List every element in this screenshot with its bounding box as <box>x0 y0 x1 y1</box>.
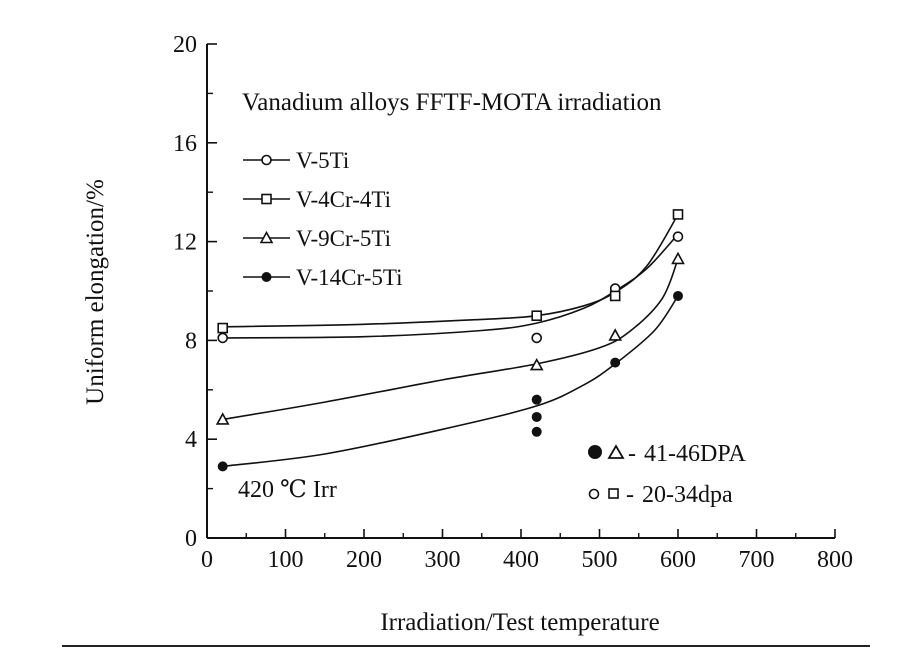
bottom-rule <box>62 645 870 647</box>
legend-label: V-5Ti <box>296 148 349 173</box>
chart-title: Vanadium alloys FFTF-MOTA irradiation <box>242 89 662 116</box>
data-point-v-9cr-5ti <box>608 328 623 341</box>
y-axis-title: Uniform elongation/% <box>82 179 109 405</box>
legend-label: V-9Cr-5Ti <box>296 226 391 251</box>
x-axis-ticks: 0 100 200 300 400 500 600 700 800 <box>201 529 853 573</box>
dose-key-open-dash: - <box>626 482 634 508</box>
legend-label: V-14Cr-5Ti <box>296 265 403 290</box>
open-square-key-marker <box>608 488 619 499</box>
data-point-v-14cr-5ti <box>610 357 621 368</box>
open-circle-key-marker <box>588 488 600 500</box>
dose-key-filled: - 41-46DPA <box>588 441 746 467</box>
x-tick-label: 500 <box>582 547 618 573</box>
y-tick-label: 16 <box>173 131 197 157</box>
condition-annotation: 420 ℃ Irr <box>238 477 337 503</box>
fit-curve-v-9cr-5ti <box>222 258 679 421</box>
fit-curve-v-5ti <box>222 233 679 339</box>
triangle-key-marker <box>607 444 625 459</box>
x-tick-label: 0 <box>201 547 213 573</box>
data-points <box>215 209 685 472</box>
legend-entry-v-14cr-5ti: V-14Cr-5Ti <box>243 265 403 290</box>
data-point-v-9cr-5ti <box>215 412 230 425</box>
dose-key-open: - 20-34dpa <box>588 482 733 508</box>
data-point-v-9cr-5ti <box>671 251 685 265</box>
dose-key-filled-dash: - <box>628 441 636 467</box>
y-tick-label: 0 <box>185 526 197 552</box>
y-tick-label: 8 <box>185 328 197 354</box>
legend-entry-v-4cr-4ti: V-4Cr-4Ti <box>243 187 391 212</box>
fit-curves <box>222 213 679 468</box>
data-point-v-4cr-4ti <box>672 209 684 220</box>
x-axis-title: Irradiation/Test temperature <box>380 609 659 636</box>
x-tick-label: 600 <box>660 547 696 573</box>
legend-entry-v-9cr-5ti: V-9Cr-5Ti <box>243 226 391 251</box>
x-tick-label: 800 <box>817 547 853 573</box>
fit-curve-v-14cr-5ti <box>222 295 679 468</box>
legend-entry-v-5ti: V-5Ti <box>243 148 349 173</box>
x-tick-label: 400 <box>503 547 539 573</box>
data-point-v-4cr-4ti <box>531 310 543 322</box>
data-point-v-5ti <box>531 332 543 344</box>
data-point-v-14cr-5ti <box>531 411 542 422</box>
legend: V-5Ti V-4Cr-4Ti V-9Cr-5Ti V-14Cr-5Ti <box>243 148 403 290</box>
dose-key-filled-label: 41-46DPA <box>644 441 746 467</box>
data-point-v-4cr-4ti <box>217 322 228 334</box>
data-point-v-14cr-5ti <box>217 461 228 472</box>
legend-marker <box>259 230 274 244</box>
data-point-v-5ti <box>217 332 228 344</box>
data-point-v-4cr-4ti <box>609 290 621 302</box>
dose-key-open-label: 20-34dpa <box>642 482 733 508</box>
x-tick-label: 700 <box>739 547 775 573</box>
data-point-v-14cr-5ti <box>673 290 683 301</box>
x-tick-label: 200 <box>346 547 382 573</box>
legend-marker <box>261 154 272 166</box>
y-axis-ticks: 0 4 8 12 16 20 <box>173 32 217 552</box>
x-tick-label: 100 <box>268 547 304 573</box>
data-point-v-5ti <box>672 231 684 242</box>
y-tick-label: 4 <box>185 427 197 453</box>
legend-marker <box>261 272 272 282</box>
data-point-v-9cr-5ti <box>529 357 544 371</box>
legend-label: V-4Cr-4Ti <box>296 187 391 212</box>
filled-circle-key-marker <box>588 445 602 459</box>
y-tick-label: 12 <box>173 230 197 256</box>
x-tick-label: 300 <box>425 547 461 573</box>
legend-marker <box>261 193 272 205</box>
y-tick-label: 20 <box>173 32 197 58</box>
data-point-v-14cr-5ti <box>531 394 542 405</box>
fit-curve-v-4cr-4ti <box>222 213 679 328</box>
data-point-v-14cr-5ti <box>531 426 542 437</box>
